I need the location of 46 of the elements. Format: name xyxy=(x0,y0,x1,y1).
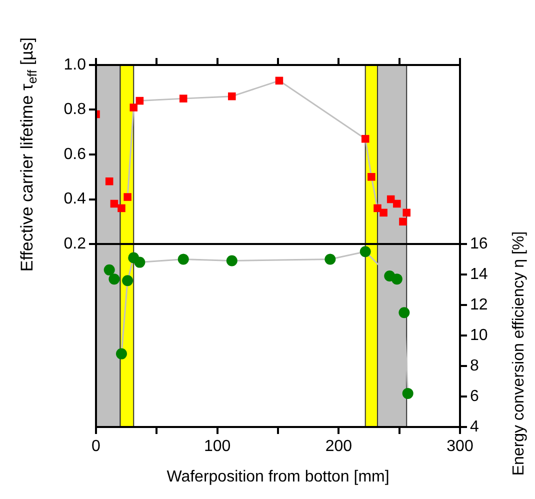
point xyxy=(105,177,114,186)
point xyxy=(110,200,118,208)
point xyxy=(104,264,115,276)
point xyxy=(108,274,120,285)
y-tick-label: 0.4 xyxy=(64,190,86,208)
point xyxy=(324,254,336,265)
point xyxy=(178,254,189,265)
y-tick-label: 1.0 xyxy=(64,56,86,74)
y-tick-label: 0.6 xyxy=(64,146,86,163)
point xyxy=(134,256,146,268)
point xyxy=(275,76,284,85)
point xyxy=(393,200,401,208)
y-axis-title: Effective carrier lifetime τeff [µs] xyxy=(18,37,40,272)
y2-tick-label: 6 xyxy=(470,388,479,405)
point xyxy=(136,96,144,105)
y-tick-label: 0.2 xyxy=(64,235,86,252)
point xyxy=(118,204,126,212)
point xyxy=(391,274,402,285)
x-axis-title: Waferposition from botton [mm] xyxy=(166,468,390,486)
y2-tick-label: 10 xyxy=(470,326,488,344)
point xyxy=(124,193,132,201)
y2-tick-label: 16 xyxy=(470,235,488,252)
point xyxy=(228,92,236,100)
y2-tick-label: 4 xyxy=(470,418,479,436)
x-tick-label: 100 xyxy=(204,438,231,456)
point xyxy=(368,172,376,181)
point xyxy=(402,208,411,217)
point xyxy=(122,275,134,286)
point xyxy=(380,208,388,217)
y2-tick-label: 12 xyxy=(470,296,488,314)
x-tick-label: 200 xyxy=(325,438,352,456)
point xyxy=(360,246,371,258)
y2-tick-label: 14 xyxy=(470,266,488,283)
y2-axis-title: Energy conversion efficiency η [%] xyxy=(510,231,528,476)
point xyxy=(179,94,188,102)
point xyxy=(116,348,127,360)
x-tick-label: 300 xyxy=(446,438,474,456)
point xyxy=(398,307,410,318)
y-tick-label: 0.8 xyxy=(64,101,86,118)
x-tick-label: 0 xyxy=(92,438,101,456)
point xyxy=(130,104,138,112)
y2-tick-label: 8 xyxy=(470,357,479,374)
point xyxy=(226,255,238,266)
point xyxy=(402,388,414,399)
point xyxy=(361,134,370,143)
point xyxy=(399,218,407,226)
